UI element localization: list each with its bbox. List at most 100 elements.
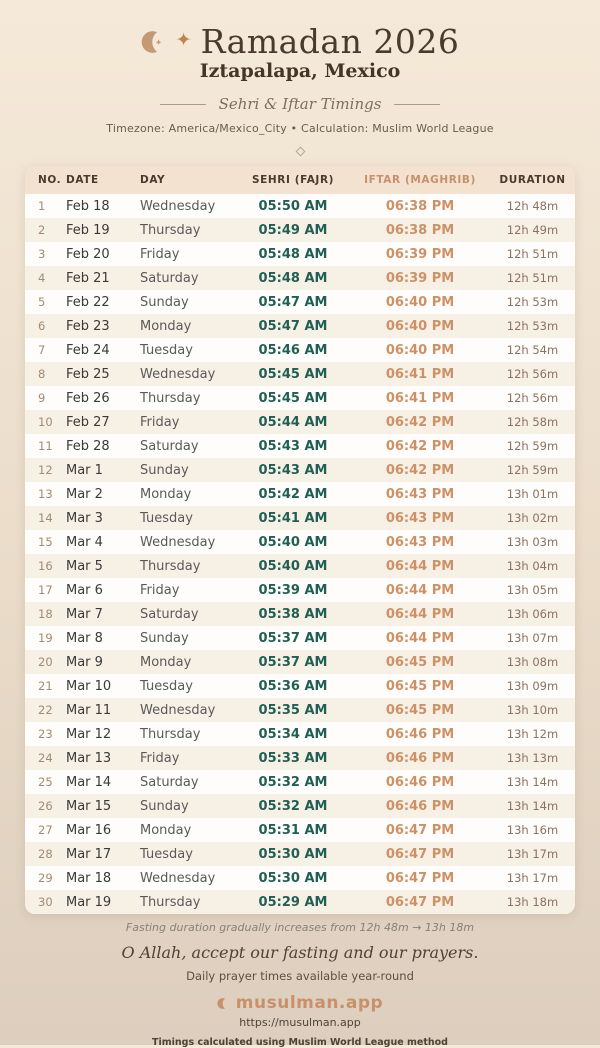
cell-date: Mar 14 — [66, 774, 112, 790]
cell-no: 28 — [38, 847, 53, 861]
cell-no: 5 — [38, 295, 46, 309]
cell-date: Mar 10 — [66, 678, 112, 694]
cell-no: 3 — [38, 247, 46, 261]
cell-duration: 12h 56m — [506, 391, 559, 405]
cell-date: Mar 6 — [66, 582, 103, 598]
cell-day: Sunday — [140, 294, 189, 310]
cell-sehri-time: 05:47 AM — [258, 318, 328, 334]
cell-iftar-time: 06:42 PM — [385, 462, 455, 478]
cell-date: Mar 16 — [66, 822, 112, 838]
table-row: 22 Mar 11 Wednesday 05:35 AM 06:45 PM 13… — [25, 698, 575, 722]
cell-no: 1 — [38, 199, 46, 213]
cell-day: Tuesday — [140, 510, 193, 526]
cell-duration: 12h 48m — [506, 199, 559, 213]
cell-sehri-time: 05:34 AM — [258, 726, 328, 742]
cell-day: Thursday — [140, 726, 201, 742]
cell-sehri-time: 05:43 AM — [258, 462, 328, 478]
cell-day: Sunday — [140, 462, 189, 478]
tagline-rule-right — [394, 103, 441, 105]
cell-date: Feb 27 — [66, 414, 110, 430]
cell-day: Wednesday — [140, 702, 216, 718]
cell-no: 29 — [38, 871, 53, 885]
brand-crescent-icon — [217, 997, 225, 1009]
table-row: 26 Mar 15 Sunday 05:32 AM 06:46 PM 13h 1… — [25, 794, 575, 818]
cell-duration: 13h 10m — [506, 703, 559, 717]
cell-iftar-time: 06:41 PM — [385, 366, 455, 382]
brand-url: https://musulman.app — [239, 1016, 361, 1029]
cell-sehri-time: 05:45 AM — [258, 390, 328, 406]
table-row: 12 Mar 1 Sunday 05:43 AM 06:42 PM 12h 59… — [25, 458, 575, 482]
cell-date: Mar 17 — [66, 846, 112, 862]
cell-iftar-time: 06:44 PM — [385, 606, 455, 622]
cell-day: Tuesday — [140, 846, 193, 862]
table-row: 9 Feb 26 Thursday 05:45 AM 06:41 PM 12h … — [25, 386, 575, 410]
cell-sehri-time: 05:44 AM — [258, 414, 328, 430]
cell-duration: 13h 07m — [506, 631, 559, 645]
cell-iftar-time: 06:44 PM — [385, 630, 455, 646]
cell-iftar-time: 06:47 PM — [385, 894, 455, 910]
cell-date: Feb 25 — [66, 366, 110, 382]
cell-iftar-time: 06:40 PM — [385, 342, 455, 358]
column-header-iftar: IFTAR (MAGHRIB) — [350, 166, 490, 194]
cell-iftar-time: 06:42 PM — [385, 438, 455, 454]
cell-date: Feb 21 — [66, 270, 110, 286]
cell-sehri-time: 05:49 AM — [258, 222, 328, 238]
cell-iftar-time: 06:45 PM — [385, 678, 455, 694]
cell-date: Feb 20 — [66, 246, 110, 262]
cell-no: 18 — [38, 607, 53, 621]
cell-date: Mar 5 — [66, 558, 103, 574]
cell-duration: 13h 13m — [506, 751, 559, 765]
timetable: NO. DATE DAY SEHRI (FAJR) IFTAR (MAGHRIB… — [25, 166, 575, 914]
cell-date: Mar 1 — [66, 462, 103, 478]
cell-sehri-time: 05:48 AM — [258, 270, 328, 286]
title-row: ✦ Ramadan 2026 — [0, 22, 600, 61]
cell-date: Mar 15 — [66, 798, 112, 814]
table-row: 1 Feb 18 Wednesday 05:50 AM 06:38 PM 12h… — [25, 194, 575, 218]
cell-duration: 12h 51m — [506, 271, 559, 285]
table-row: 30 Mar 19 Thursday 05:29 AM 06:47 PM 13h… — [25, 890, 575, 914]
table-row: 8 Feb 25 Wednesday 05:45 AM 06:41 PM 12h… — [25, 362, 575, 386]
page-header: ✦ Ramadan 2026 Iztapalapa, Mexico Sehri … — [0, 0, 600, 157]
cell-duration: 12h 49m — [506, 223, 559, 237]
table-row: 18 Mar 7 Saturday 05:38 AM 06:44 PM 13h … — [25, 602, 575, 626]
cell-duration: 13h 03m — [506, 535, 559, 549]
cell-date: Mar 19 — [66, 894, 112, 910]
cell-sehri-time: 05:45 AM — [258, 366, 328, 382]
cell-day: Wednesday — [140, 870, 216, 886]
cell-no: 23 — [38, 727, 53, 741]
cell-no: 27 — [38, 823, 53, 837]
cell-sehri-time: 05:48 AM — [258, 246, 328, 262]
cell-day: Wednesday — [140, 198, 216, 214]
cell-iftar-time: 06:45 PM — [385, 702, 455, 718]
cell-date: Mar 13 — [66, 750, 112, 766]
cell-no: 7 — [38, 343, 46, 357]
table-row: 29 Mar 18 Wednesday 05:30 AM 06:47 PM 13… — [25, 866, 575, 890]
cell-iftar-time: 06:47 PM — [385, 870, 455, 886]
cell-sehri-time: 05:50 AM — [258, 198, 328, 214]
cell-duration: 12h 56m — [506, 367, 559, 381]
cell-sehri-time: 05:29 AM — [258, 894, 328, 910]
table-row: 19 Mar 8 Sunday 05:37 AM 06:44 PM 13h 07… — [25, 626, 575, 650]
cell-no: 13 — [38, 487, 53, 501]
cell-iftar-time: 06:40 PM — [385, 318, 455, 334]
cell-duration: 13h 08m — [506, 655, 559, 669]
availability-note: Daily prayer times available year-round — [186, 969, 414, 983]
cell-duration: 12h 54m — [506, 343, 559, 357]
cell-sehri-time: 05:30 AM — [258, 846, 328, 862]
cell-sehri-time: 05:47 AM — [258, 294, 328, 310]
cell-iftar-time: 06:39 PM — [385, 246, 455, 262]
cell-date: Mar 12 — [66, 726, 112, 742]
table-row: 16 Mar 5 Thursday 05:40 AM 06:44 PM 13h … — [25, 554, 575, 578]
cell-iftar-time: 06:46 PM — [385, 726, 455, 742]
cell-duration: 13h 02m — [506, 511, 559, 525]
cell-sehri-time: 05:40 AM — [258, 534, 328, 550]
cell-day: Monday — [140, 822, 192, 838]
cell-day: Friday — [140, 750, 180, 766]
cell-day: Saturday — [140, 438, 199, 454]
cell-sehri-time: 05:30 AM — [258, 870, 328, 886]
cell-iftar-time: 06:47 PM — [385, 822, 455, 838]
cell-day: Friday — [140, 246, 180, 262]
cell-no: 9 — [38, 391, 46, 405]
timezone-calculation-meta: Timezone: America/Mexico_City • Calculat… — [106, 122, 494, 135]
cell-no: 12 — [38, 463, 53, 477]
